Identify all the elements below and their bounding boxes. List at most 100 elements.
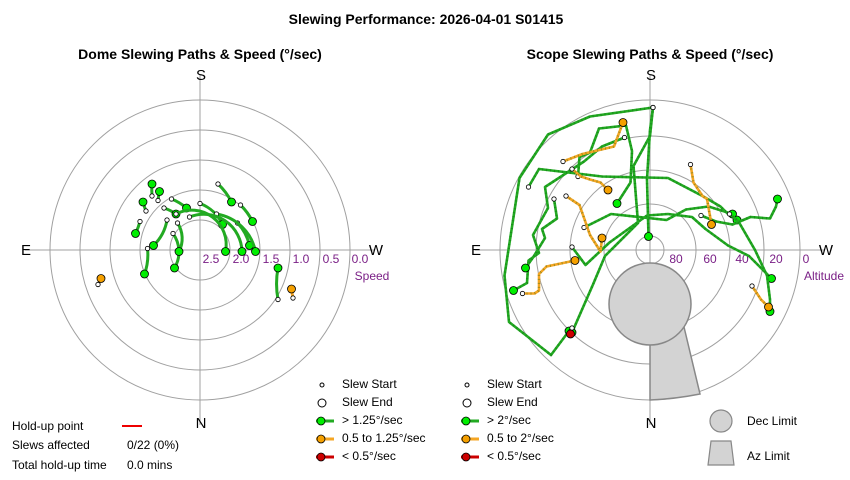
dome-legend: Slew Start Slew End > 1.25°/sec 0.5 to 1… — [316, 377, 426, 463]
scope-slew-start — [621, 134, 628, 141]
dec-limit-region — [608, 262, 692, 346]
scope-slew-end — [773, 194, 782, 204]
legend-medium-label: 0.5 to 1.25°/sec — [342, 431, 426, 445]
dome-slew-end — [131, 229, 140, 238]
scope-slew-path — [728, 212, 772, 313]
legend-slew-end-label: Slew End — [342, 395, 393, 409]
holdup-stats: Hold-up point Slews affected 0/22 (0%) T… — [12, 419, 179, 472]
legend-dec-limit-label: Dec Limit — [747, 414, 798, 428]
scope-slew-start — [569, 325, 575, 331]
dome-slew-path — [275, 266, 280, 301]
scope-slew-end — [707, 220, 716, 229]
dome-tick-label: 0.0 — [352, 252, 369, 266]
legend-az-limit-label: Az Limit — [747, 449, 790, 463]
scope-slew-path — [503, 106, 655, 357]
dome-direction-top: S — [196, 67, 206, 84]
legend-fast-label: > 1.25°/sec — [342, 413, 403, 427]
dome-slew-end — [287, 284, 296, 294]
dome-slew-end — [170, 263, 179, 273]
scope-direction-right: W — [819, 242, 834, 259]
scope-slew-start — [569, 244, 575, 250]
dome-slew-start — [95, 281, 101, 288]
scope-slew-start — [726, 211, 733, 217]
legend-az-limit-icon — [707, 440, 735, 466]
scope-direction-bottom: N — [646, 415, 657, 432]
dome-slew-start — [168, 196, 175, 202]
dome-slew-end — [147, 179, 157, 189]
dome-slew-start — [137, 218, 143, 225]
legend-medium-label: 0.5 to 2°/sec — [487, 431, 554, 445]
dome-slew-start — [186, 214, 193, 220]
dome-tick-label: 1.5 — [263, 252, 280, 266]
scope-slew-start — [569, 166, 575, 172]
legend-fast-label: > 2°/sec — [487, 413, 531, 427]
dome-slew-path — [215, 212, 257, 253]
scope-direction-top: S — [646, 67, 656, 84]
dome-slew-end — [174, 247, 184, 256]
scope-slew-path-texture — [689, 164, 713, 225]
scope-slew-path — [521, 259, 577, 295]
dome-slew-start — [197, 200, 203, 207]
scope-slew-start — [749, 283, 755, 289]
legend-slow-label: < 0.5°/sec — [342, 449, 396, 463]
scope-slew-start — [519, 290, 526, 297]
legend-slow-marker — [461, 452, 471, 462]
scope-slew-start — [551, 196, 557, 202]
dome-radial-axis-name: Speed — [355, 269, 390, 283]
dome-slew-end — [273, 263, 283, 273]
scope-slew-end — [570, 256, 580, 265]
dome-slew-start — [149, 193, 155, 199]
legend-medium-marker — [316, 434, 326, 444]
dome-tick-label: 2.0 — [233, 252, 250, 266]
scope-slew-path — [524, 197, 559, 270]
legend-slow-marker — [316, 452, 326, 462]
scope-slew-start — [563, 193, 569, 199]
total-holdup-value: 0.0 mins — [127, 458, 172, 472]
dome-slew-start — [155, 197, 161, 204]
scope-slew-end — [566, 329, 575, 339]
dome-slew-end — [96, 274, 106, 283]
dome-direction-right: W — [369, 242, 384, 259]
dome-slew-path — [188, 212, 244, 253]
dome-slew-end — [251, 247, 260, 256]
scope-tick-label: 80 — [669, 252, 683, 266]
legend-fast-marker — [316, 416, 326, 426]
dome-slew-end — [237, 247, 247, 256]
dome-slew-path — [174, 208, 228, 253]
scope-slew-end — [521, 263, 530, 273]
dome-slew-end — [248, 217, 257, 226]
dome-grid — [25, 75, 375, 425]
legend-dec-limit-icon — [709, 409, 733, 433]
scope-slew-end — [597, 233, 607, 243]
dome-tick-label: 0.5 — [323, 252, 340, 266]
dome-slew-end — [155, 187, 164, 196]
dome-slew-end — [138, 197, 148, 207]
scope-radial-axis-name: Altitude — [804, 269, 844, 283]
scope-slew-path-texture — [700, 198, 779, 226]
dome-slew-start — [164, 217, 170, 223]
scope-slew-start — [650, 104, 656, 111]
slews-affected-value: 0/22 (0%) — [127, 438, 179, 452]
scope-slew-path-texture — [565, 194, 604, 256]
scope-slew-path — [699, 197, 779, 226]
dome-slew-start — [174, 220, 181, 226]
dome-slew-start — [275, 296, 281, 303]
dome-slew-end — [149, 241, 158, 250]
legend-medium-marker — [461, 434, 471, 444]
slews-affected-label: Slews affected — [12, 438, 90, 452]
scope-slew-path-texture — [645, 107, 655, 237]
scope-slew-path — [564, 194, 604, 253]
scope-slew-path — [570, 167, 610, 192]
legend-slow-label: < 0.5°/sec — [487, 449, 541, 463]
scope-slew-path — [576, 124, 634, 205]
scope-slew-path-texture — [750, 285, 770, 308]
scope-slew-start — [687, 161, 694, 168]
dome-direction-bottom: N — [196, 415, 207, 432]
scope-direction-left: E — [471, 242, 481, 259]
legend-slew-start-label: Slew Start — [487, 377, 542, 391]
dome-slew-end — [221, 247, 230, 256]
scope-slew-path-texture — [576, 124, 634, 205]
legend-fast-marker — [461, 416, 471, 426]
dome-slew-start — [237, 202, 244, 208]
